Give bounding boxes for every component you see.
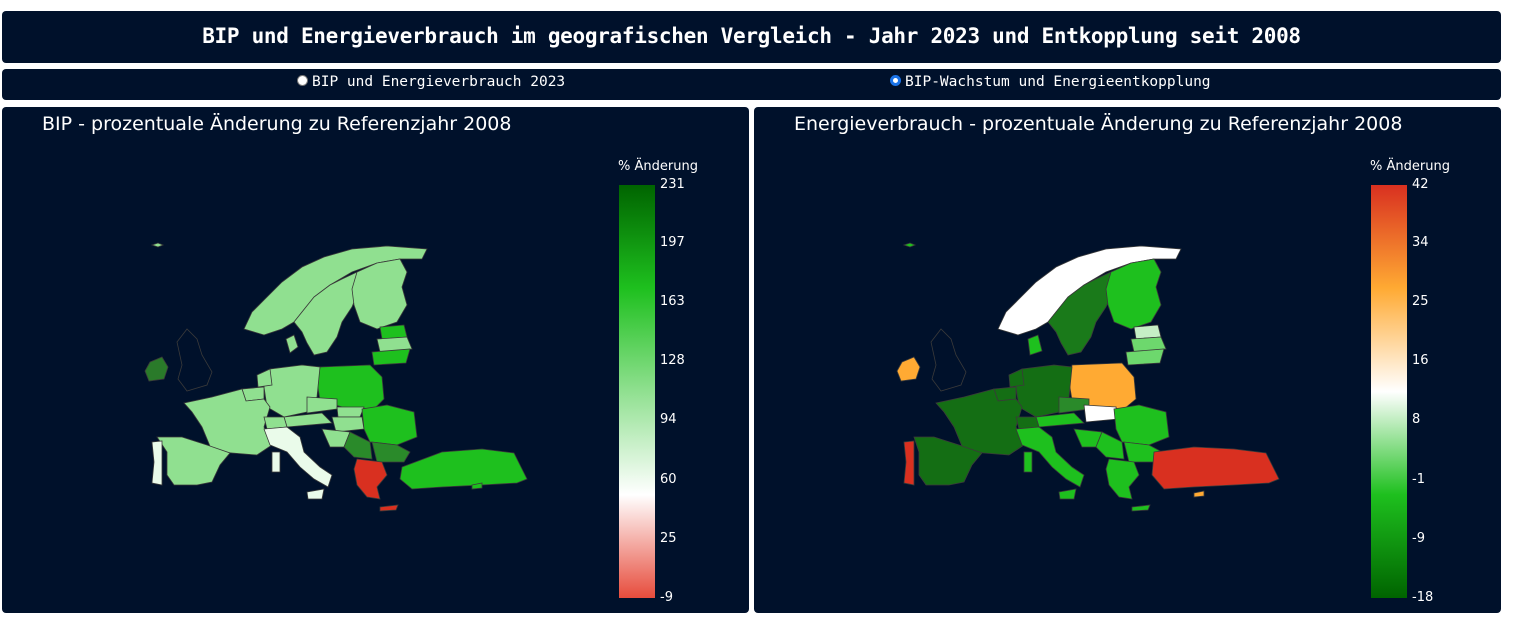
country-portugal [903, 440, 915, 486]
radio-growth-decoupling[interactable]: BIP-Wachstum und Energieentkopplung [890, 74, 1211, 90]
country-serbia [343, 431, 373, 460]
country-romania [361, 404, 418, 446]
country-sweden [1047, 271, 1115, 356]
colorbar-tick: -18 [1412, 590, 1434, 605]
country-ireland [896, 356, 921, 382]
colorbar-tick: 16 [1412, 353, 1429, 368]
country-finland [1105, 258, 1162, 330]
country-ireland [144, 356, 169, 382]
country-hungary [1083, 404, 1119, 423]
country-uk [930, 328, 967, 392]
country-netherlands [256, 368, 273, 388]
country-turkey [1151, 446, 1280, 490]
colorbar-tick: 8 [1412, 412, 1421, 427]
colorbar-tick: 128 [660, 353, 685, 368]
country-portugal [151, 440, 163, 486]
country-latvia [1130, 336, 1167, 353]
country-sicily [1058, 488, 1077, 500]
country-greece [1105, 458, 1140, 500]
country-slovakia [336, 406, 365, 418]
colorbar-tick: 94 [660, 412, 677, 427]
colorbar-tick: 25 [1412, 294, 1429, 309]
country-serbia [1095, 431, 1125, 460]
colorbar-tick: -9 [660, 590, 673, 605]
country-italy [263, 426, 333, 488]
country-sicily [306, 488, 325, 500]
country-czechia [306, 396, 338, 414]
country-bulgaria [371, 441, 411, 463]
country-lithuania [1125, 348, 1165, 366]
country-hungary [331, 416, 365, 433]
country-iceland [902, 242, 917, 248]
country-netherlands [1008, 368, 1025, 388]
energy-map-title: Energieverbrauch - prozentuale Änderung … [794, 113, 1403, 135]
colorbar-title: % Änderung [618, 159, 698, 174]
gdp-choropleth-map[interactable] [2, 107, 749, 613]
colorbar-tick: -1 [1412, 472, 1425, 487]
country-cyprus [1193, 490, 1205, 498]
colorbar-tick: 34 [1412, 235, 1429, 250]
radio-button-selected-icon[interactable] [890, 74, 901, 86]
gdp-map-panel: BIP - prozentuale Änderung zu Referenzja… [2, 107, 749, 613]
country-denmark [285, 334, 299, 354]
country-turkey [399, 448, 528, 490]
country-italy [1015, 426, 1085, 488]
radio-label: BIP und Energieverbrauch 2023 [312, 74, 566, 90]
colorbar-tick: 60 [660, 472, 677, 487]
radio-label: BIP-Wachstum und Energieentkopplung [905, 74, 1211, 90]
country-sardinia [271, 451, 281, 473]
colorbar-tick: 42 [1412, 177, 1429, 192]
country-cyprus [471, 482, 483, 490]
country-iceland [150, 242, 165, 248]
page-title: BIP und Energieverbrauch im geografische… [202, 24, 1301, 48]
country-spain [156, 436, 231, 486]
radio-bip-energy-2023[interactable]: BIP und Energieverbrauch 2023 [297, 74, 565, 90]
radio-button-icon[interactable] [297, 74, 308, 86]
energy-map-panel: Energieverbrauch - prozentuale Änderung … [754, 107, 1501, 613]
colorbar-tick: 197 [660, 235, 685, 250]
header-bar: BIP und Energieverbrauch im geografische… [2, 11, 1501, 63]
colorbar-title: % Änderung [1370, 159, 1450, 174]
colorbar-tick: 231 [660, 177, 685, 192]
view-selector: BIP und Energieverbrauch 2023 BIP-Wachst… [2, 69, 1501, 100]
country-uk [176, 328, 213, 392]
country-sardinia [1023, 451, 1033, 473]
country-latvia [376, 336, 413, 353]
country-denmark [1027, 334, 1043, 356]
colorbar-tick: 25 [660, 531, 677, 546]
country-romania [1113, 404, 1170, 446]
colorbar-tick: 163 [660, 294, 685, 309]
country-finland [351, 258, 408, 330]
country-sweden [293, 271, 361, 356]
energy-choropleth-map[interactable] [754, 107, 1501, 613]
colorbar-gradient [1371, 185, 1407, 598]
country-crete [1131, 504, 1151, 512]
gdp-map-title: BIP - prozentuale Änderung zu Referenzja… [42, 113, 512, 135]
country-spain [913, 436, 983, 486]
colorbar-gradient [619, 185, 655, 598]
country-lithuania [371, 348, 411, 366]
country-crete [379, 504, 399, 512]
colorbar-tick: -9 [1412, 531, 1425, 546]
country-greece [353, 458, 388, 500]
